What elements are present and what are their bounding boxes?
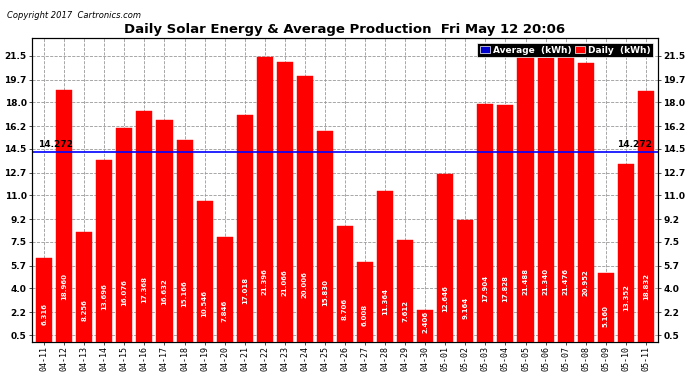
Text: 17.828: 17.828	[502, 275, 509, 302]
Bar	[337, 226, 353, 342]
Bar	[157, 120, 172, 342]
Bar	[497, 105, 513, 342]
Bar	[638, 91, 654, 342]
Text: 17.368: 17.368	[141, 276, 148, 303]
Title: Daily Solar Energy & Average Production  Fri May 12 20:06: Daily Solar Energy & Average Production …	[124, 23, 566, 36]
Bar	[457, 220, 473, 342]
Text: 7.846: 7.846	[221, 300, 228, 322]
Text: 21.066: 21.066	[282, 269, 288, 296]
Text: 16.076: 16.076	[121, 279, 128, 306]
Text: 21.340: 21.340	[542, 268, 549, 295]
Text: 11.364: 11.364	[382, 288, 388, 315]
Bar	[417, 310, 433, 342]
Text: 12.646: 12.646	[442, 286, 448, 312]
Text: 14.272: 14.272	[617, 140, 652, 148]
Text: 20.006: 20.006	[302, 271, 308, 298]
Bar	[76, 232, 92, 342]
Bar	[97, 159, 112, 342]
Text: 18.960: 18.960	[61, 273, 67, 300]
Bar	[237, 116, 253, 342]
Bar	[137, 111, 152, 342]
Bar	[437, 174, 453, 342]
Text: 21.476: 21.476	[562, 268, 569, 295]
Text: 18.832: 18.832	[643, 273, 649, 300]
Bar	[297, 76, 313, 342]
Text: 16.632: 16.632	[161, 278, 168, 304]
Text: 20.952: 20.952	[582, 269, 589, 296]
Bar	[538, 58, 553, 342]
Text: 21.396: 21.396	[262, 268, 268, 295]
Bar	[117, 128, 132, 342]
Bar	[36, 258, 52, 342]
Bar	[558, 56, 573, 342]
Bar	[578, 63, 593, 342]
Text: 2.406: 2.406	[422, 311, 428, 333]
Bar	[518, 56, 533, 342]
Bar	[357, 262, 373, 342]
Bar	[477, 104, 493, 342]
Text: 8.256: 8.256	[81, 299, 87, 321]
Text: 13.696: 13.696	[101, 284, 108, 310]
Bar	[217, 237, 233, 342]
Bar	[317, 131, 333, 342]
Bar	[598, 273, 614, 342]
Bar	[177, 140, 193, 342]
Bar	[277, 62, 293, 342]
Text: Copyright 2017  Cartronics.com: Copyright 2017 Cartronics.com	[7, 11, 141, 20]
Text: 5.160: 5.160	[603, 305, 609, 327]
Text: 6.008: 6.008	[362, 304, 368, 326]
Bar	[377, 190, 393, 342]
Bar	[257, 57, 273, 342]
Text: 17.904: 17.904	[482, 275, 489, 302]
Bar	[397, 240, 413, 342]
Text: 7.612: 7.612	[402, 300, 408, 322]
Text: 14.272: 14.272	[38, 140, 73, 148]
Text: 10.546: 10.546	[201, 290, 208, 316]
Bar	[197, 201, 213, 342]
Text: 6.316: 6.316	[41, 303, 47, 325]
Text: 21.488: 21.488	[522, 268, 529, 295]
Text: 8.706: 8.706	[342, 298, 348, 320]
Bar	[56, 90, 72, 342]
Text: 15.830: 15.830	[322, 279, 328, 306]
Legend: Average  (kWh), Daily  (kWh): Average (kWh), Daily (kWh)	[477, 43, 653, 57]
Text: 15.166: 15.166	[181, 280, 188, 308]
Text: 13.352: 13.352	[623, 284, 629, 311]
Text: 9.164: 9.164	[462, 297, 469, 320]
Text: 17.018: 17.018	[241, 277, 248, 304]
Bar	[618, 164, 634, 342]
